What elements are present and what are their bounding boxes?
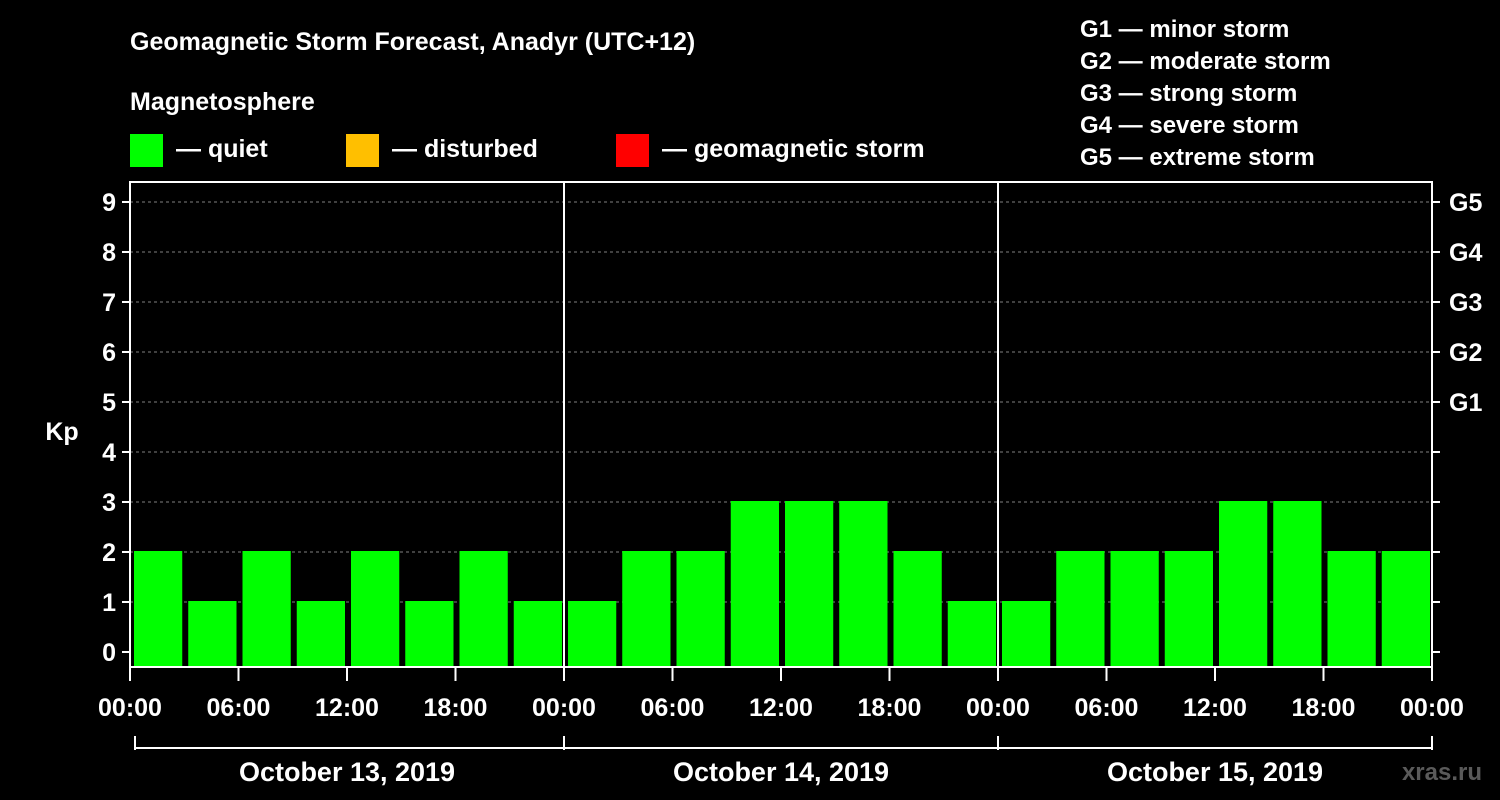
bar: [785, 501, 834, 667]
storm-scale-item: G3 — strong storm: [1080, 80, 1297, 107]
g-scale-label: G1: [1449, 389, 1482, 417]
legend-label: — disturbed: [392, 135, 538, 163]
day-label: October 14, 2019: [673, 757, 889, 787]
bar: [1002, 601, 1051, 667]
legend-label: — quiet: [176, 135, 268, 163]
bar: [188, 601, 237, 667]
legend-title: Magnetosphere: [130, 88, 315, 116]
bar: [568, 601, 617, 667]
storm-scale-item: G4 — severe storm: [1080, 112, 1299, 139]
bar: [1219, 501, 1268, 667]
x-tick-label: 18:00: [1292, 694, 1356, 722]
y-tick-label: 0: [102, 639, 116, 667]
day-label: October 13, 2019: [239, 757, 455, 787]
g-scale-label: G4: [1449, 239, 1482, 267]
storm-scale-item: G2 — moderate storm: [1080, 48, 1331, 75]
storm-scale-item: G5 — extreme storm: [1080, 144, 1315, 171]
bar: [513, 601, 562, 667]
y-tick-label: 4: [102, 439, 116, 467]
x-tick-label: 06:00: [1075, 694, 1139, 722]
g-scale-label: G2: [1449, 339, 1482, 367]
bar: [1381, 551, 1430, 667]
bar: [947, 601, 996, 667]
y-tick-label: 7: [102, 289, 116, 317]
x-tick-labels: 00:00 06:00 12:00 18:00 00:00 06:00 12:00 18:00…: [98, 694, 1464, 722]
storm-scale-legend: G1 — minor storm G2 — moderate storm G3 — …: [1080, 16, 1331, 171]
bar: [1273, 501, 1322, 667]
axes: [122, 181, 1440, 750]
bar: [134, 551, 183, 667]
x-tick-label: 18:00: [858, 694, 922, 722]
x-tick-label: 06:00: [207, 694, 271, 722]
bar: [676, 551, 725, 667]
x-tick-label: 00:00: [966, 694, 1030, 722]
legend-swatch: [616, 134, 649, 167]
legend-label: — geomagnetic storm: [662, 135, 925, 163]
bar: [1056, 551, 1105, 667]
bar: [1327, 551, 1376, 667]
bar: [405, 601, 454, 667]
y-tick-label: 3: [102, 489, 116, 517]
g-scale-tick-labels: G1 G2 G3 G4 G5: [1449, 189, 1482, 417]
bar: [1110, 551, 1159, 667]
bar: [296, 601, 345, 667]
g-scale-label: G5: [1449, 189, 1482, 217]
day-label: October 15, 2019: [1107, 757, 1323, 787]
bar: [730, 501, 779, 667]
legend: — quiet — disturbed — geomagnetic storm: [130, 134, 925, 167]
x-tick-label: 18:00: [424, 694, 488, 722]
y-tick-label: 5: [102, 389, 116, 417]
g-scale-label: G3: [1449, 289, 1482, 317]
x-tick-label: 00:00: [532, 694, 596, 722]
grid-lines: [130, 201, 1432, 603]
x-tick-label: 12:00: [1183, 694, 1247, 722]
watermark: xras.ru: [1402, 759, 1482, 786]
bar: [839, 501, 888, 667]
bar: [351, 551, 400, 667]
y-tick-label: 6: [102, 339, 116, 367]
bar: [242, 551, 291, 667]
x-tick-label: 00:00: [98, 694, 162, 722]
bar: [893, 551, 942, 667]
legend-swatch: [346, 134, 379, 167]
bar: [459, 551, 508, 667]
legend-swatch: [130, 134, 163, 167]
chart-title: Geomagnetic Storm Forecast, Anadyr (UTC+…: [130, 28, 695, 56]
y-axis-label: Kp: [45, 418, 78, 446]
x-tick-label: 00:00: [1400, 694, 1464, 722]
day-labels: October 13, 2019 October 14, 2019 October …: [239, 757, 1323, 787]
x-tick-label: 12:00: [315, 694, 379, 722]
y-tick-label: 9: [102, 189, 116, 217]
x-tick-label: 06:00: [641, 694, 705, 722]
bar: [1164, 551, 1213, 667]
y-tick-label: 8: [102, 239, 116, 267]
bar: [622, 551, 671, 667]
y-tick-labels: 0 1 2 3 4 5 6 7 8 9: [102, 189, 116, 667]
y-tick-label: 1: [102, 589, 116, 617]
y-tick-label: 2: [102, 539, 116, 567]
x-tick-label: 12:00: [749, 694, 813, 722]
bars: [134, 501, 1430, 667]
storm-scale-item: G1 — minor storm: [1080, 16, 1289, 43]
